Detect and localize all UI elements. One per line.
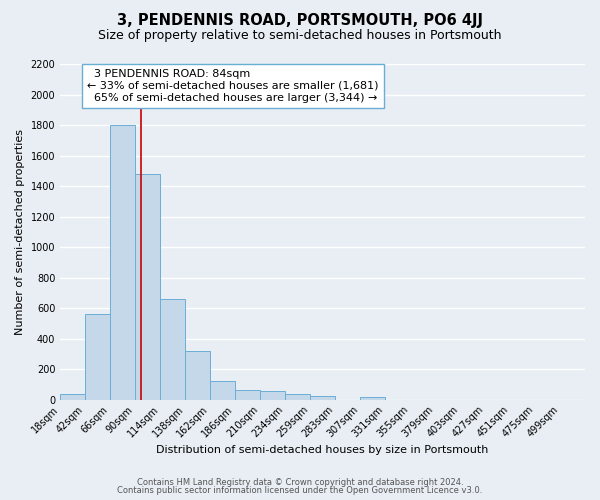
X-axis label: Distribution of semi-detached houses by size in Portsmouth: Distribution of semi-detached houses by … <box>157 445 489 455</box>
Bar <box>135 174 160 400</box>
Bar <box>185 351 210 400</box>
Bar <box>110 125 135 400</box>
Text: Contains HM Land Registry data © Crown copyright and database right 2024.: Contains HM Land Registry data © Crown c… <box>137 478 463 487</box>
Text: Contains public sector information licensed under the Open Government Licence v3: Contains public sector information licen… <box>118 486 482 495</box>
Bar <box>210 382 235 400</box>
Text: 3, PENDENNIS ROAD, PORTSMOUTH, PO6 4JJ: 3, PENDENNIS ROAD, PORTSMOUTH, PO6 4JJ <box>117 12 483 28</box>
Bar <box>360 396 385 400</box>
Bar <box>260 390 285 400</box>
Bar <box>60 394 85 400</box>
Bar <box>285 394 310 400</box>
Bar <box>310 396 335 400</box>
Bar <box>160 299 185 400</box>
Text: Size of property relative to semi-detached houses in Portsmouth: Size of property relative to semi-detach… <box>98 29 502 42</box>
Text: 3 PENDENNIS ROAD: 84sqm
← 33% of semi-detached houses are smaller (1,681)
  65% : 3 PENDENNIS ROAD: 84sqm ← 33% of semi-de… <box>87 70 379 102</box>
Bar <box>235 390 260 400</box>
Bar <box>85 314 110 400</box>
Y-axis label: Number of semi-detached properties: Number of semi-detached properties <box>15 129 25 335</box>
